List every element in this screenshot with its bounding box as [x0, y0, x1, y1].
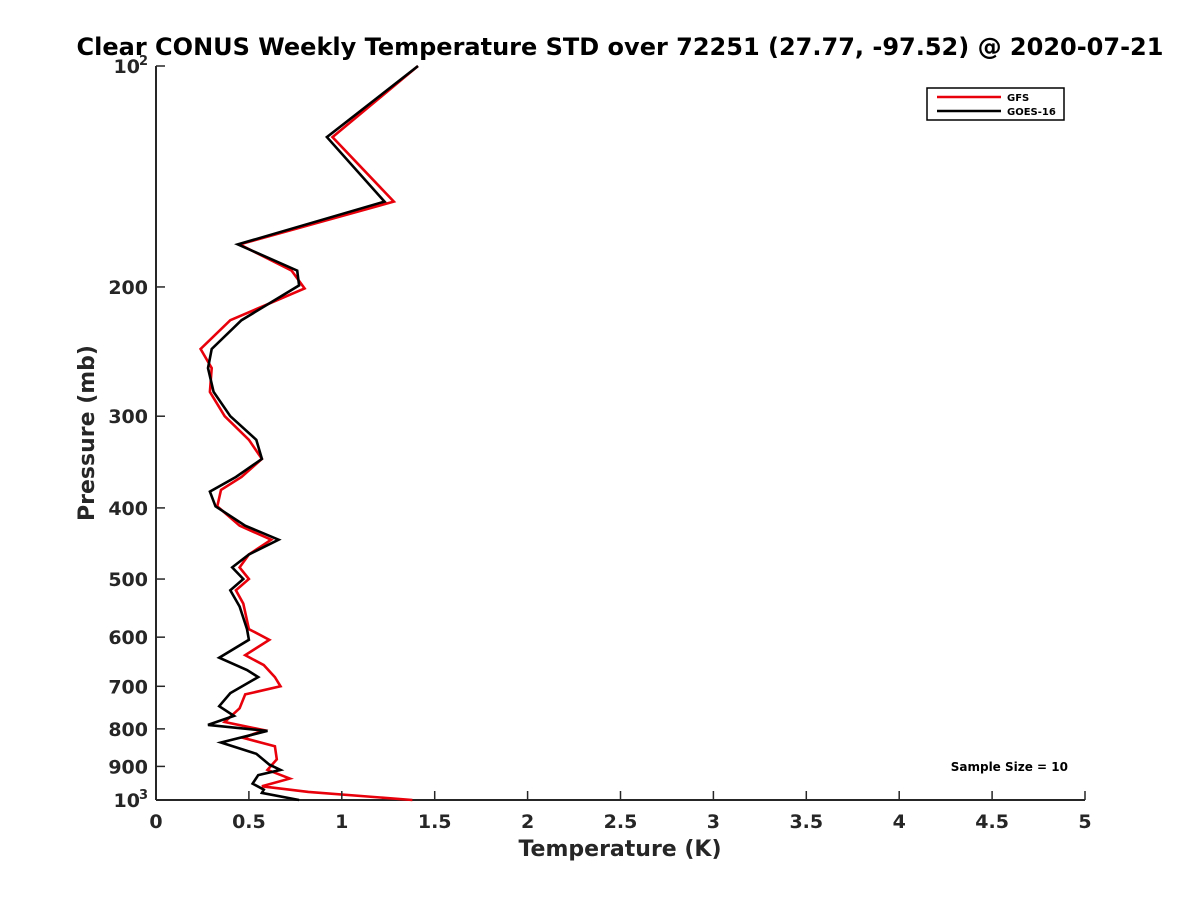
- x-tick-label: 5: [1078, 811, 1091, 833]
- x-tick-label: 1: [335, 811, 348, 833]
- chart-title: Clear CONUS Weekly Temperature STD over …: [77, 33, 1164, 61]
- y-tick-base: 10: [114, 56, 140, 78]
- sample-size-annotation: Sample Size = 10: [951, 760, 1068, 774]
- x-tick-label: 3.5: [789, 811, 823, 833]
- legend-entry: GFS: [1007, 93, 1029, 104]
- plot-area: [155, 66, 1085, 801]
- x-axis-ticks: 0 0.5 1 1.5 2 2.5 3 3.5 4 4.5 5: [149, 791, 1092, 833]
- x-tick-label: 4.5: [975, 811, 1009, 833]
- x-axis-label: Temperature (K): [518, 837, 721, 862]
- y-tick-label: 10: [114, 56, 140, 78]
- legend-box: [926, 87, 1065, 121]
- y-tick-label: 700: [108, 676, 148, 698]
- x-tick-label: 1.5: [418, 811, 452, 833]
- x-tick-label: 4: [893, 811, 906, 833]
- y-tick-label: 800: [108, 719, 148, 741]
- y-tick-label: 200: [108, 277, 148, 299]
- x-tick-label: 2.5: [604, 811, 638, 833]
- y-tick-label: 500: [108, 569, 148, 591]
- series-layer: [198, 64, 419, 802]
- x-tick-label: 3: [707, 811, 720, 833]
- series-line-gfs: [198, 65, 419, 802]
- legend-entry: GOES-16: [1007, 107, 1056, 118]
- y-tick-exponent: 3: [139, 788, 148, 803]
- x-tick-label: 0.5: [232, 811, 266, 833]
- y-tick-label: 10: [114, 790, 140, 812]
- y-axis-label: Pressure (mb): [75, 345, 100, 521]
- y-tick-label: 300: [108, 406, 148, 428]
- y-tick-label: 900: [108, 756, 148, 778]
- series-line-goes-16: [206, 64, 419, 802]
- x-tick-label: 0: [149, 811, 162, 833]
- y-tick-base: 10: [114, 790, 140, 812]
- legend: GFS GOES-16: [926, 87, 1065, 121]
- y-tick-label: 400: [108, 498, 148, 520]
- y-tick-label: 600: [108, 627, 148, 649]
- y-tick-exponent: 2: [139, 54, 148, 69]
- x-tick-label: 2: [521, 811, 534, 833]
